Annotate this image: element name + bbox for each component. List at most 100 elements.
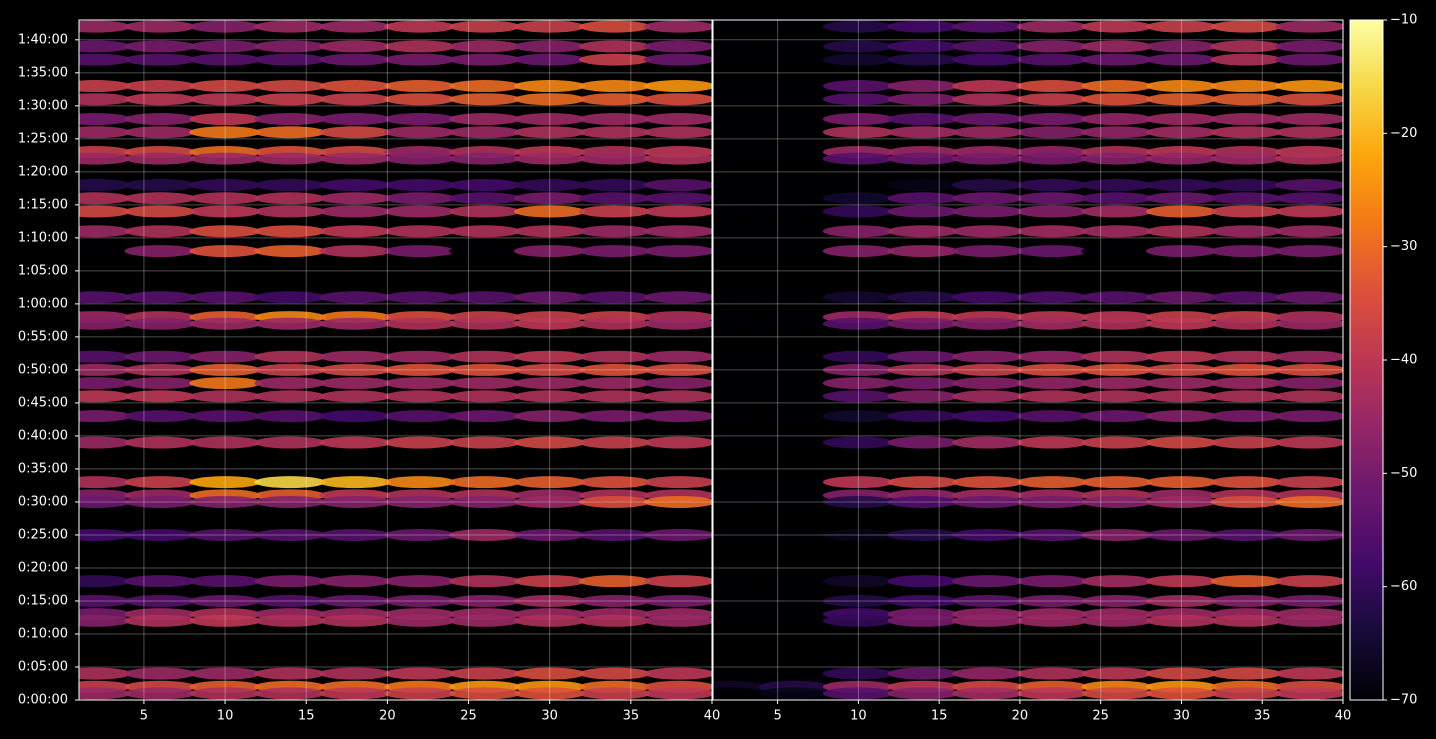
heat-cell <box>643 179 712 192</box>
y-tick-label: 0:10:00 <box>18 626 68 641</box>
heat-cell <box>643 225 712 238</box>
heat-cell <box>124 53 196 66</box>
heat-cell <box>254 614 326 627</box>
heat-cell <box>578 594 651 607</box>
heat-cell <box>578 20 651 33</box>
heat-cell <box>1145 317 1217 330</box>
heat-cell <box>952 495 1024 508</box>
heat-cell <box>319 179 391 192</box>
x-tick-label: 30 <box>1173 709 1190 724</box>
heat-cell <box>189 436 261 449</box>
heat-cell <box>513 377 586 390</box>
heat-cell <box>1145 225 1217 238</box>
heat-cell <box>384 350 456 363</box>
heat-cell <box>713 152 765 165</box>
heat-cell <box>319 291 391 304</box>
heat-cell <box>578 113 651 126</box>
heat-cell <box>79 205 131 218</box>
heat-cell <box>449 350 521 363</box>
heat-cell <box>79 377 131 390</box>
heat-cell <box>79 317 131 330</box>
heat-cell <box>319 687 391 700</box>
heat-cell <box>578 390 651 403</box>
heat-cell <box>758 245 830 258</box>
heat-cell <box>189 377 261 390</box>
heat-cell <box>887 363 959 376</box>
heat-cell <box>1145 687 1217 700</box>
heat-cell <box>1081 80 1153 93</box>
heat-cell <box>1081 350 1153 363</box>
heat-cell <box>887 594 959 607</box>
heat-cell <box>319 476 391 489</box>
heat-cell <box>758 317 830 330</box>
heat-cell <box>254 594 326 607</box>
y-tick-label: 1:30:00 <box>18 98 68 113</box>
heat-cell <box>449 291 521 304</box>
heat-cell <box>713 528 765 541</box>
heat-cell <box>643 667 712 680</box>
heat-cell <box>254 377 326 390</box>
heat-cell <box>643 350 712 363</box>
heat-cell <box>79 192 131 205</box>
heat-cell <box>1016 317 1088 330</box>
heat-cell <box>254 20 326 33</box>
y-tick-label: 0:30:00 <box>18 494 68 509</box>
heat-cell <box>822 40 894 53</box>
heat-cell <box>822 291 894 304</box>
heat-cell <box>79 528 131 541</box>
heat-cell <box>758 40 830 53</box>
heat-cell <box>1275 20 1343 33</box>
heat-cell <box>1145 93 1217 106</box>
heat-cell <box>713 377 765 390</box>
x-tick-label: 15 <box>298 709 315 724</box>
y-tick-label: 1:20:00 <box>18 164 68 179</box>
heat-cell <box>189 80 261 93</box>
heat-cell <box>1145 495 1217 508</box>
x-tick-label: 25 <box>1092 709 1109 724</box>
heat-cell <box>643 687 712 700</box>
heat-cell <box>1081 377 1153 390</box>
heat-cell <box>1016 350 1088 363</box>
heat-cell <box>1145 594 1217 607</box>
heat-cell <box>887 614 959 627</box>
heat-cell <box>384 40 456 53</box>
heat-cell <box>1081 687 1153 700</box>
plot-frame <box>712 19 1344 701</box>
heat-cell <box>887 80 959 93</box>
heat-cell <box>189 192 261 205</box>
heat-cell <box>189 152 261 165</box>
heat-cell <box>319 113 391 126</box>
heat-cell <box>1081 317 1153 330</box>
heat-cell <box>822 350 894 363</box>
heat-cell <box>124 594 196 607</box>
heat-cell <box>384 575 456 588</box>
heat-cell <box>887 126 959 139</box>
heat-cell <box>124 291 196 304</box>
heat-cell <box>713 410 765 423</box>
heat-cell <box>1145 152 1217 165</box>
heat-cell <box>758 476 830 489</box>
x-tick-label: 5 <box>140 709 148 724</box>
heat-cell <box>578 152 651 165</box>
heat-cell <box>124 40 196 53</box>
heat-cell <box>713 192 765 205</box>
plot-frame <box>78 19 713 701</box>
heat-cell <box>384 113 456 126</box>
heat-cell <box>822 53 894 66</box>
heat-cell <box>254 291 326 304</box>
heat-cell <box>124 245 196 258</box>
heat-cell <box>822 594 894 607</box>
heat-cell <box>1210 390 1282 403</box>
heat-cell <box>513 667 586 680</box>
heat-cell <box>952 667 1024 680</box>
heat-cell <box>1081 495 1153 508</box>
heat-cell <box>513 528 586 541</box>
heat-cell <box>384 495 456 508</box>
heat-cell <box>384 126 456 139</box>
heat-cell <box>952 53 1024 66</box>
heat-cell <box>124 126 196 139</box>
y-tick-label: 0:35:00 <box>18 461 68 476</box>
heat-cell <box>1275 390 1343 403</box>
heat-cell <box>1081 614 1153 627</box>
heat-cell <box>384 53 456 66</box>
